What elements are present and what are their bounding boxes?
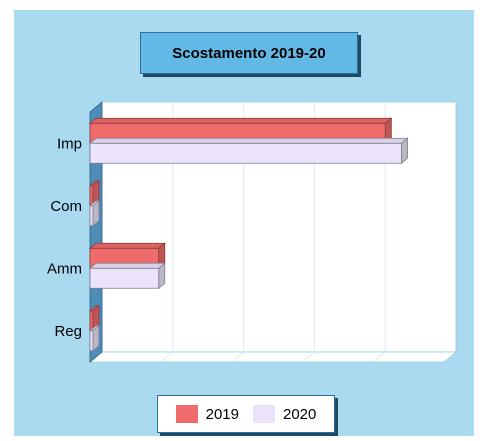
- bar-front: [89, 185, 94, 207]
- gridline: [372, 351, 386, 363]
- bar-front: [89, 142, 402, 164]
- gridline: [160, 351, 174, 363]
- category-label: Com: [50, 198, 82, 215]
- legend-swatch-2019: [175, 405, 198, 423]
- bar-side: [92, 324, 100, 352]
- bar-front: [89, 267, 160, 289]
- bar-side: [158, 262, 166, 290]
- bar-front: [89, 310, 94, 332]
- chart-frame: Scostamento 2019-20 Imp Com Amm Reg 2019 20…: [14, 10, 474, 436]
- gridline: [231, 351, 244, 363]
- legend-label-2019: 2019: [205, 405, 239, 423]
- bar-front: [89, 330, 94, 352]
- legend-swatch-2020: [253, 405, 275, 423]
- legend-item-2020: 2020: [253, 405, 316, 423]
- legend-label-2020: 2020: [283, 405, 317, 423]
- chart-legend: 2019 2020: [157, 395, 335, 433]
- bar: [88, 262, 166, 290]
- bar-side: [92, 199, 100, 227]
- bar: [88, 199, 101, 227]
- bar-front: [89, 205, 94, 227]
- bar-top: [88, 137, 409, 144]
- bar: [88, 324, 101, 352]
- chart-title: Scostamento 2019-20: [140, 32, 358, 74]
- bar-top: [88, 117, 393, 124]
- bar: [88, 137, 409, 165]
- gridline: [302, 351, 315, 363]
- bar-chart: Imp Com Amm Reg: [47, 101, 458, 363]
- bar-top: [88, 262, 166, 269]
- bar-top: [88, 242, 166, 249]
- category-label: Imp: [57, 135, 82, 152]
- legend-item-2019: 2019: [175, 405, 239, 423]
- plot-floor: [88, 351, 458, 363]
- bar-side: [401, 137, 408, 165]
- category-label: Reg: [54, 323, 82, 340]
- category-label: Amm: [47, 260, 82, 277]
